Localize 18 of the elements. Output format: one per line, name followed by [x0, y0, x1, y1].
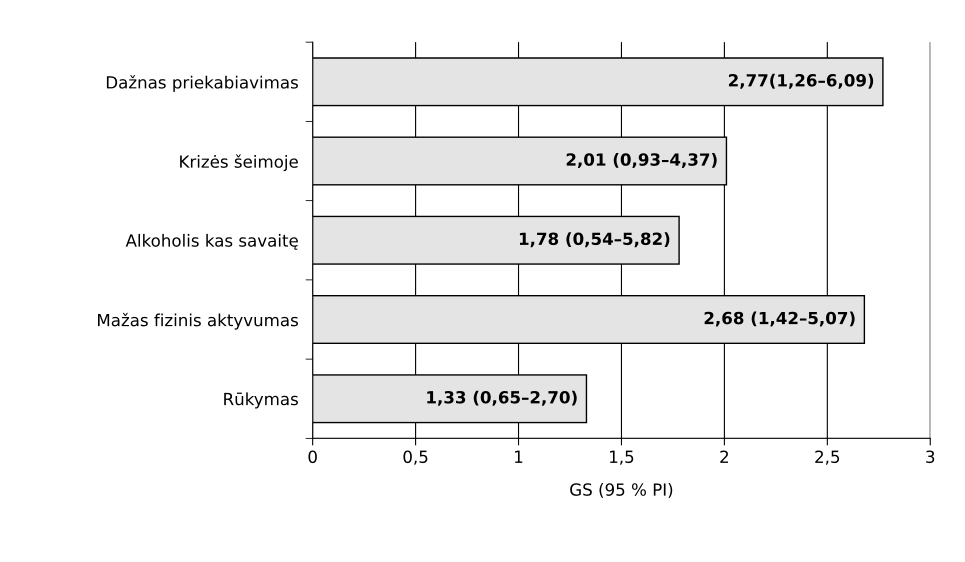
x-tick-label: 2 [720, 450, 728, 463]
y-tick-label: Mažas fizinis aktyvumas [98, 312, 298, 330]
data-label: 1,33 (0,65–2,70) [427, 390, 577, 406]
y-tick-label: Dažnas priekabiavimas [106, 75, 298, 92]
data-label: 2,01 (0,93–4,37) [566, 152, 717, 168]
y-tick-label: Alkoholis kas savaitę [126, 234, 298, 250]
y-tick-label: Rūkymas [224, 392, 298, 409]
x-tick-label: 3 [926, 450, 934, 464]
x-tick-label: 2,5 [815, 450, 840, 465]
x-tick-label: 1,5 [610, 450, 634, 465]
data-label: 1,78 (0,54–5,82) [520, 232, 670, 248]
y-tick-label: Krizės šeimoje [180, 154, 298, 172]
data-label: 2,68 (1,42–5,07) [704, 311, 855, 326]
x-axis-title: GS (95 % PI) [570, 482, 672, 498]
data-label: 2,77(1,26–6,09) [728, 74, 874, 89]
x-tick-label: 0,5 [403, 450, 428, 465]
x-tick-label: 1 [515, 450, 522, 463]
x-tick-label: 0 [308, 450, 317, 464]
